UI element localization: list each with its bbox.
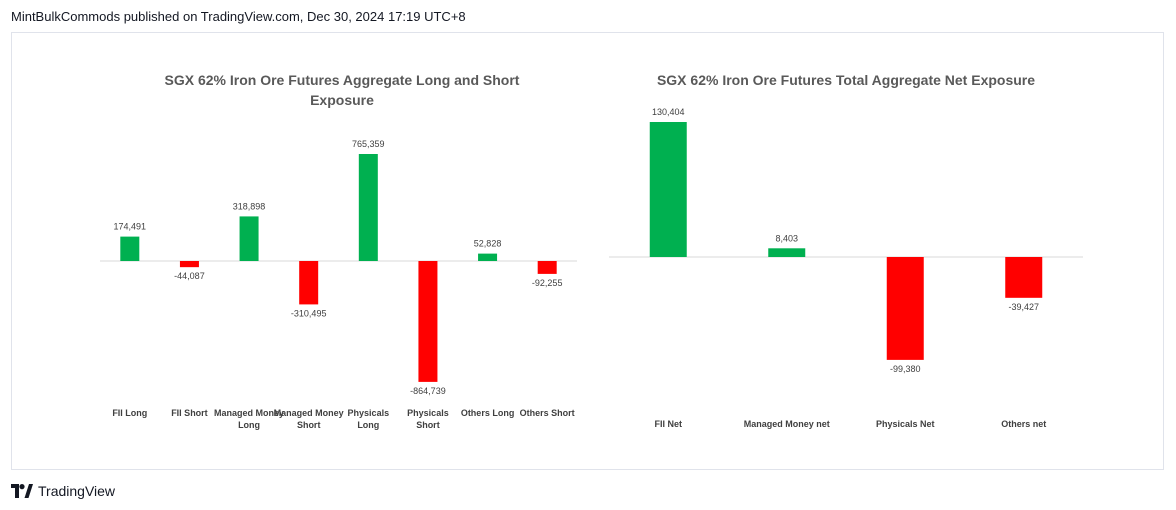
bar-physicals-long — [358, 154, 378, 261]
bar-fii-long — [120, 236, 140, 261]
data-label-physicals-net: -99,380 — [890, 364, 921, 374]
chart-title-net: SGX 62% Iron Ore Futures Total Aggregate… — [656, 72, 1036, 88]
category-label-physicals-net: Physicals Net — [876, 419, 935, 429]
category-label-managed-money-short-line-2: Short — [297, 420, 321, 430]
category-label-others-long: Others Long — [461, 408, 515, 418]
category-label-managed-money-net: Managed Money net — [744, 419, 830, 429]
data-label-physicals-short: -864,739 — [410, 386, 446, 396]
bar-fii-net — [649, 122, 687, 257]
tradingview-brand-label: TradingView — [38, 483, 116, 499]
data-label-fii-long: 174,491 — [114, 222, 147, 232]
charts-canvas: 174,491 FII Long -44,087 FII Short 318,898 Ma… — [100, 107, 1083, 430]
publish-line: MintBulkCommods published on TradingView… — [11, 9, 466, 24]
bar-physicals-short — [418, 261, 438, 382]
bar-others-short — [537, 261, 557, 274]
data-label-managed-money-long: 318,898 — [233, 201, 266, 211]
bar-managed-money-long — [239, 216, 259, 261]
data-label-others-net: -39,427 — [1008, 302, 1039, 312]
tradingview-brand[interactable]: TradingView — [11, 481, 115, 501]
category-label-others-short: Others Short — [520, 408, 575, 418]
category-label-physicals-short-line-2: Short — [416, 420, 440, 430]
category-label-managed-money-long-line-2: Long — [238, 420, 260, 430]
data-label-managed-money-short: -310,495 — [291, 308, 327, 318]
category-label-physicals-long-line-1: Physicals — [348, 408, 390, 418]
category-label-managed-money-long-line-1: Managed Money — [214, 408, 284, 418]
chart-title-long-short: SGX 62% Iron Ore Futures Aggregate Long … — [164, 72, 520, 108]
data-label-fii-short: -44,087 — [174, 271, 205, 281]
data-label-others-short: -92,255 — [532, 278, 563, 288]
bar-managed-money-net — [768, 248, 806, 257]
tradingview-logo-icon — [11, 484, 33, 498]
category-label-fii-short: FII Short — [171, 408, 208, 418]
bar-managed-money-short — [299, 261, 319, 305]
bar-others-net — [1005, 257, 1043, 298]
category-label-physicals-short-line-1: Physicals — [407, 408, 449, 418]
category-label-others-net: Others net — [1001, 419, 1046, 429]
category-label-managed-money-short-line-1: Managed Money — [274, 408, 344, 418]
bar-others-long — [478, 253, 498, 261]
bar-physicals-net — [886, 257, 924, 360]
data-label-managed-money-net: 8,403 — [775, 233, 798, 243]
category-label-fii-net: FII Net — [654, 419, 682, 429]
data-label-physicals-long: 765,359 — [352, 139, 385, 149]
category-label-physicals-long-line-2: Long — [357, 420, 379, 430]
category-label-fii-long: FII Long — [112, 408, 147, 418]
chart-frame: 174,491 FII Long -44,087 FII Short 318,898 Ma… — [11, 32, 1164, 470]
bar-fii-short — [179, 261, 199, 268]
data-label-fii-net: 130,404 — [652, 107, 685, 117]
data-label-others-long: 52,828 — [474, 239, 502, 249]
